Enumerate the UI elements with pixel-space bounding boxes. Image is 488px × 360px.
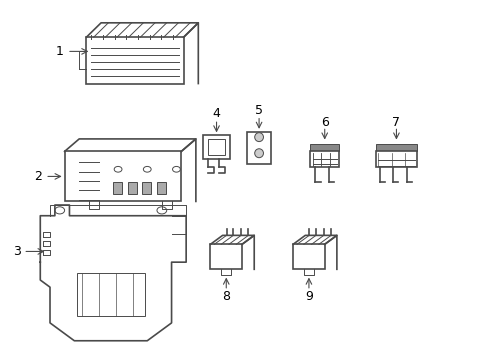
Bar <box>292 244 324 269</box>
Bar <box>246 132 271 164</box>
Bar <box>77 273 144 316</box>
Text: 5: 5 <box>255 104 263 117</box>
Bar <box>375 152 416 167</box>
Text: 7: 7 <box>392 116 400 129</box>
Text: 1: 1 <box>56 45 63 58</box>
Ellipse shape <box>254 133 263 141</box>
Bar <box>309 152 339 167</box>
Bar <box>309 144 339 152</box>
FancyBboxPatch shape <box>86 37 183 84</box>
Bar <box>375 144 416 152</box>
Ellipse shape <box>254 149 263 158</box>
Bar <box>127 182 136 194</box>
Bar <box>64 152 181 202</box>
Text: 6: 6 <box>320 116 328 129</box>
Bar <box>157 182 165 194</box>
Bar <box>113 182 122 194</box>
Bar <box>142 182 151 194</box>
Bar <box>207 139 224 155</box>
Text: 9: 9 <box>305 289 312 303</box>
Bar <box>210 244 242 269</box>
Text: 3: 3 <box>13 245 21 258</box>
Text: 4: 4 <box>212 107 220 120</box>
Text: 8: 8 <box>222 289 230 303</box>
Bar <box>203 135 229 158</box>
Text: 2: 2 <box>34 170 41 183</box>
